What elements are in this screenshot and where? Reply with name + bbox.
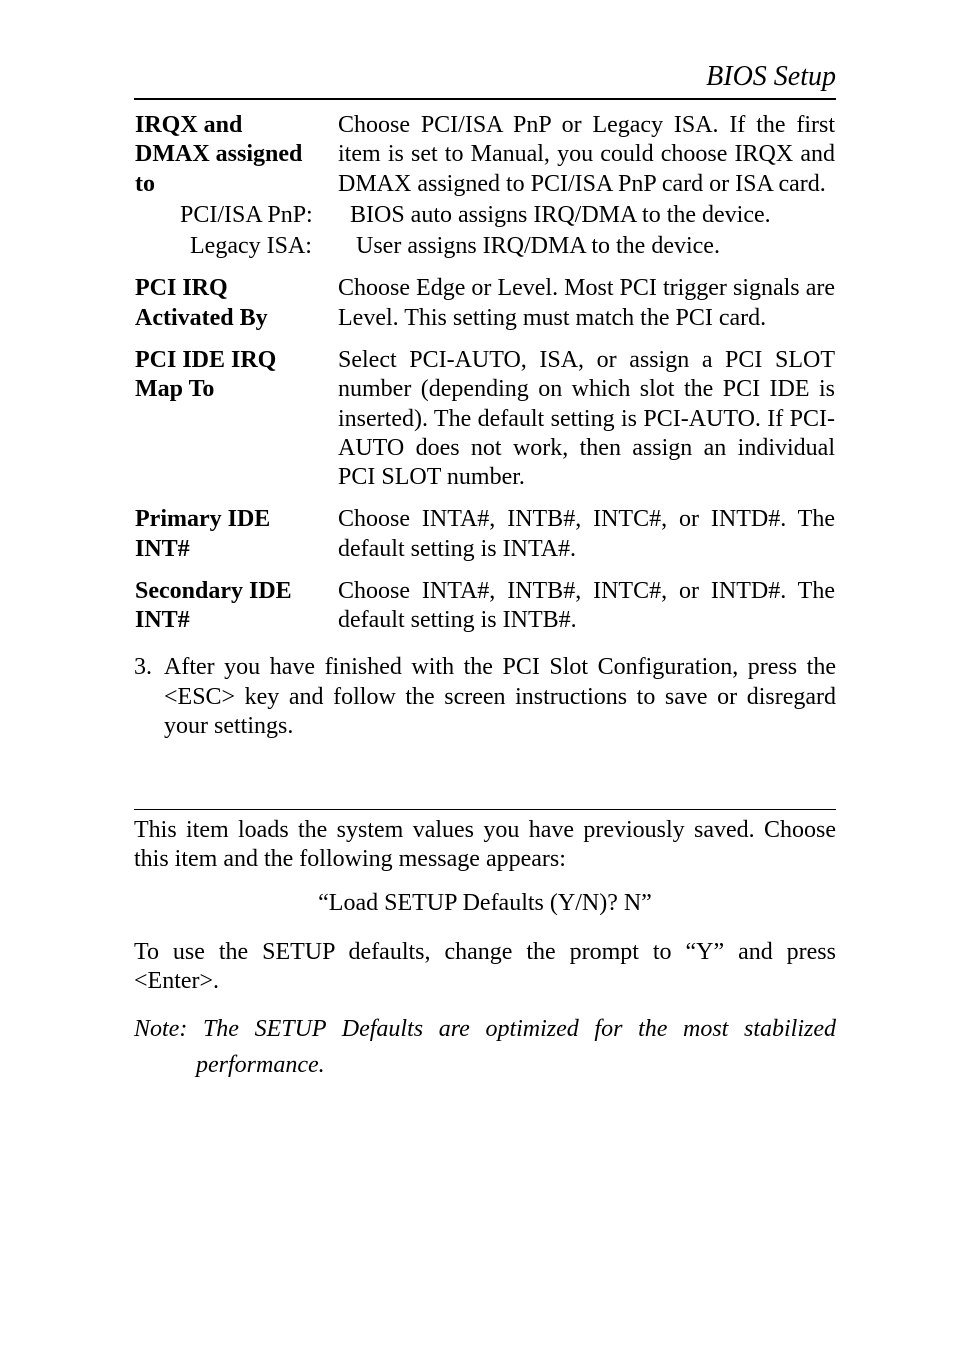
desc-para: Select PCI-AUTO, ISA, or assign a PCI SL…: [338, 346, 835, 492]
definition-row: PCI IDE IRQ Map To Select PCI-AUTO, ISA,…: [134, 345, 836, 504]
term-line: IRQX and: [135, 112, 242, 138]
desc-hang: PCI/ISA PnP: BIOS auto assigns IRQ/DMA t…: [338, 201, 835, 230]
section-rule: [134, 809, 836, 810]
desc-para: Choose INTA#, INTB#, INTC#, or INTD#. Th…: [338, 505, 835, 564]
desc-cell: Choose INTA#, INTB#, INTC#, or INTD#. Th…: [337, 504, 836, 576]
step-number: 3.: [134, 653, 164, 741]
definition-row: Primary IDE INT# Choose INTA#, INTB#, IN…: [134, 504, 836, 576]
section-para: To use the SETUP defaults, change the pr…: [134, 938, 836, 997]
page-header: BIOS Setup: [134, 56, 836, 100]
numbered-step: 3. After you have finished with the PCI …: [134, 653, 836, 741]
definitions-table: IRQX and DMAX assigned to Choose PCI/ISA…: [134, 110, 836, 647]
term-line: INT#: [135, 536, 190, 562]
term-cell: PCI IDE IRQ Map To: [134, 345, 337, 504]
term-line: Primary IDE: [135, 506, 270, 532]
desc-cell: Select PCI-AUTO, ISA, or assign a PCI SL…: [337, 345, 836, 504]
definition-row: PCI IRQ Activated By Choose Edge or Leve…: [134, 273, 836, 345]
definition-row: Secondary IDE INT# Choose INTA#, INTB#, …: [134, 576, 836, 648]
term-cell: PCI IRQ Activated By: [134, 273, 337, 345]
term-line: Activated By: [135, 305, 268, 331]
desc-cell: Choose PCI/ISA PnP or Legacy ISA. If the…: [337, 110, 836, 273]
term-line: PCI IDE IRQ: [135, 347, 276, 373]
desc-cell: Choose Edge or Level. Most PCI trigger s…: [337, 273, 836, 345]
header-title: BIOS Setup: [134, 60, 836, 98]
desc-para: Choose PCI/ISA PnP or Legacy ISA. If the…: [338, 111, 835, 199]
hang-body: User assigns IRQ/DMA to the device.: [356, 233, 720, 259]
step-body: After you have finished with the PCI Slo…: [164, 653, 836, 741]
term-line: Secondary IDE: [135, 578, 292, 604]
term-line: DMAX assigned: [135, 141, 302, 167]
term-line: to: [135, 171, 155, 197]
term-line: PCI IRQ: [135, 275, 228, 301]
desc-cell: Choose INTA#, INTB#, INTC#, or INTD#. Th…: [337, 576, 836, 648]
section-para: This item loads the system values you ha…: [134, 816, 836, 875]
term-line: INT#: [135, 607, 190, 633]
section-note: Note: The SETUP Defaults are optimized f…: [134, 1011, 836, 1083]
section-quote: “Load SETUP Defaults (Y/N)? N”: [134, 889, 836, 918]
definition-row: IRQX and DMAX assigned to Choose PCI/ISA…: [134, 110, 836, 273]
desc-hang: Legacy ISA: User assigns IRQ/DMA to the …: [338, 232, 835, 261]
term-cell: Primary IDE INT#: [134, 504, 337, 576]
page: BIOS Setup IRQX and DMAX assigned to Cho…: [0, 0, 954, 1352]
hang-body: BIOS auto assigns IRQ/DMA to the device.: [350, 202, 771, 228]
term-cell: Secondary IDE INT#: [134, 576, 337, 648]
desc-para: Choose Edge or Level. Most PCI trigger s…: [338, 274, 835, 333]
desc-para: Choose INTA#, INTB#, INTC#, or INTD#. Th…: [338, 577, 835, 636]
header-rule: [134, 98, 836, 100]
term-line: Map To: [135, 376, 214, 402]
